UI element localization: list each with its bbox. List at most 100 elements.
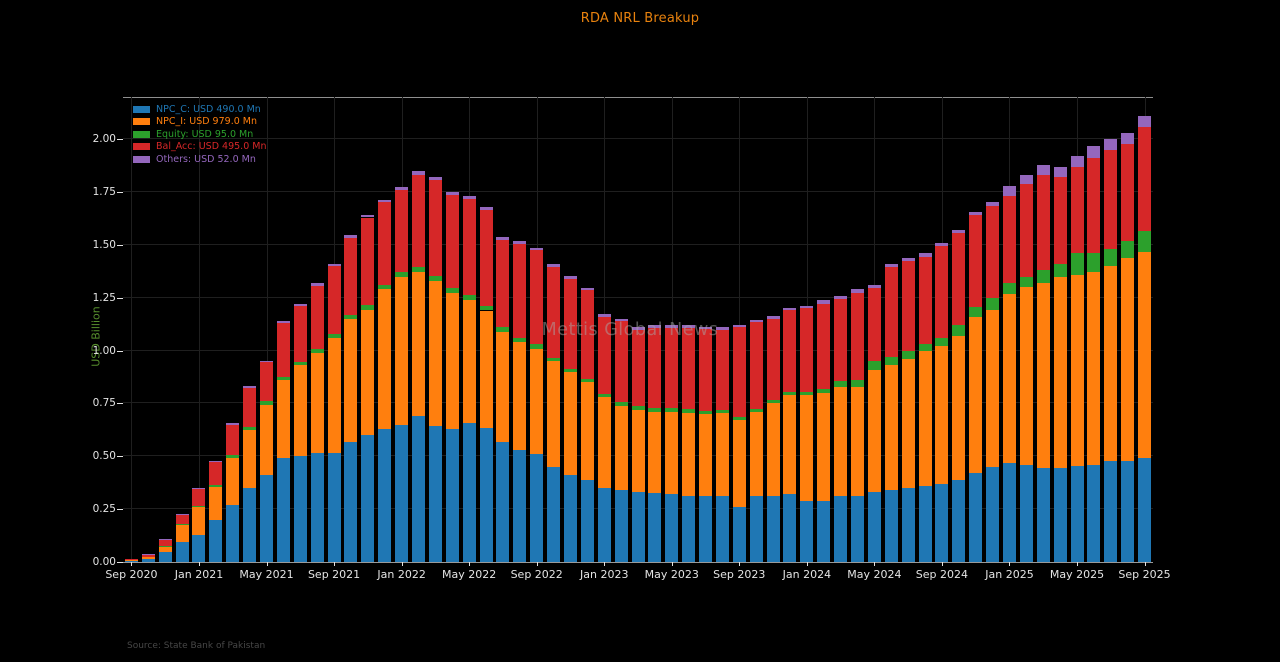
bar-segment-npc_c bbox=[969, 473, 983, 562]
bar-segment-npc_c bbox=[361, 435, 375, 562]
gridline-horizontal bbox=[123, 138, 1153, 140]
bar-segment-npc_c bbox=[327, 453, 341, 562]
watermark: Mettis Global News bbox=[541, 320, 719, 340]
bar-segment-bal_acc bbox=[783, 310, 797, 392]
x-tick-label: Jan 2024 bbox=[782, 568, 832, 581]
bar-segment-npc_c bbox=[395, 424, 409, 562]
bar-segment-npc_i bbox=[766, 403, 780, 497]
bar-segment-npc_i bbox=[614, 405, 628, 491]
y-tick-label: 1.75 bbox=[92, 186, 116, 199]
bar-segment-npc_i bbox=[1070, 274, 1084, 466]
bar-segment-equity bbox=[1036, 270, 1050, 283]
bar-segment-others bbox=[749, 319, 763, 323]
bar-segment-bal_acc bbox=[428, 180, 442, 277]
bar-segment-bal_acc bbox=[817, 303, 831, 390]
bar-segment-bal_acc bbox=[1019, 183, 1033, 277]
bar-segment-equity bbox=[276, 377, 290, 381]
x-tick-mark bbox=[266, 562, 268, 566]
bar-segment-npc_i bbox=[513, 342, 527, 450]
bar-segment-npc_i bbox=[901, 359, 915, 489]
y-tick-mark bbox=[117, 139, 123, 141]
stacked-bar-sep-2021 bbox=[327, 263, 341, 562]
bar-segment-others bbox=[411, 171, 425, 175]
stacked-bar-sep-2020 bbox=[124, 559, 138, 562]
bar-segment-bal_acc bbox=[378, 202, 392, 285]
bar-segment-equity bbox=[226, 455, 240, 459]
y-tick-label: 2.00 bbox=[92, 133, 116, 146]
bar-segment-npc_i bbox=[547, 361, 561, 467]
bar-segment-bal_acc bbox=[1087, 158, 1101, 254]
bar-segment-equity bbox=[1070, 253, 1084, 275]
bar-segment-npc_c bbox=[834, 496, 848, 562]
bar-segment-npc_i bbox=[428, 280, 442, 426]
bar-segment-equity bbox=[378, 284, 392, 290]
stacked-bar-aug-2025 bbox=[1121, 132, 1135, 562]
stacked-bar-nov-2023 bbox=[766, 316, 780, 562]
y-axis-label: USD Billion bbox=[89, 306, 103, 367]
bar-segment-npc_c bbox=[851, 496, 864, 562]
bar-segment-bal_acc bbox=[243, 387, 257, 427]
bar-segment-equity bbox=[411, 266, 425, 273]
gridline-vertical bbox=[266, 97, 268, 562]
x-tick-mark bbox=[1077, 562, 1079, 566]
x-tick-label: May 2021 bbox=[239, 568, 294, 581]
bar-segment-others bbox=[1104, 139, 1118, 150]
stacked-bar-may-2023 bbox=[665, 325, 679, 562]
x-tick-mark bbox=[536, 562, 538, 566]
y-tick-mark bbox=[117, 244, 123, 246]
bar-segment-npc_i bbox=[1121, 257, 1135, 461]
bar-segment-others bbox=[580, 287, 594, 291]
bar-segment-npc_i bbox=[1002, 293, 1016, 463]
bar-segment-npc_i bbox=[209, 486, 223, 520]
bar-segment-npc_i bbox=[952, 335, 966, 480]
bar-segment-equity bbox=[699, 410, 713, 415]
stacked-bar-apr-2023 bbox=[648, 325, 662, 562]
bar-segment-equity bbox=[682, 409, 696, 413]
bar-segment-bal_acc bbox=[749, 322, 763, 409]
bar-segment-npc_c bbox=[293, 456, 307, 562]
bar-segment-others bbox=[884, 264, 898, 268]
bar-segment-npc_c bbox=[884, 490, 898, 562]
legend-item: Others: USD 52.0 Mn bbox=[133, 153, 266, 166]
legend-item: Bal_Acc: USD 495.0 Mn bbox=[133, 141, 266, 154]
bar-segment-others bbox=[952, 230, 966, 234]
bar-segment-bal_acc bbox=[1070, 166, 1084, 254]
x-tick-mark bbox=[334, 562, 336, 566]
bar-segment-equity bbox=[1104, 249, 1118, 267]
stacked-bar-jun-2021 bbox=[276, 321, 290, 562]
bar-segment-others bbox=[276, 321, 290, 324]
bar-segment-npc_i bbox=[1019, 287, 1033, 465]
legend-item: NPC_C: USD 490.0 Mn bbox=[133, 103, 266, 116]
stacked-bar-oct-2021 bbox=[344, 235, 358, 562]
bar-segment-equity bbox=[834, 381, 848, 387]
bar-segment-npc_c bbox=[580, 479, 594, 562]
bar-segment-npc_i bbox=[597, 397, 611, 489]
stacked-bar-jan-2021 bbox=[192, 488, 206, 562]
bar-segment-npc_i bbox=[665, 411, 679, 495]
bar-segment-bal_acc bbox=[1121, 143, 1135, 241]
bar-segment-others bbox=[293, 304, 307, 307]
bar-segment-others bbox=[783, 307, 797, 311]
bar-segment-npc_c bbox=[175, 541, 189, 562]
x-tick-mark bbox=[1144, 562, 1146, 566]
bar-segment-npc_c bbox=[614, 490, 628, 562]
bar-segment-npc_c bbox=[867, 492, 881, 562]
y-tick-label: 0.25 bbox=[92, 503, 116, 516]
stacked-bar-nov-2024 bbox=[969, 212, 983, 562]
bar-segment-npc_i bbox=[580, 382, 594, 480]
x-tick-label: Jan 2025 bbox=[985, 568, 1034, 581]
bar-segment-bal_acc bbox=[226, 424, 240, 456]
bar-segment-others bbox=[901, 257, 915, 261]
bar-segment-others bbox=[479, 206, 493, 210]
bar-segment-npc_c bbox=[496, 441, 510, 562]
stacked-bar-aug-2021 bbox=[310, 283, 324, 562]
bar-segment-others bbox=[547, 264, 561, 268]
bar-segment-others bbox=[192, 488, 206, 490]
x-tick-mark bbox=[604, 562, 606, 566]
legend-swatch bbox=[133, 155, 150, 163]
bar-segment-equity bbox=[530, 344, 544, 349]
bar-segment-others bbox=[1036, 164, 1050, 176]
bar-segment-npc_i bbox=[817, 392, 831, 501]
bar-segment-npc_i bbox=[327, 337, 341, 454]
stacked-bar-jan-2025 bbox=[1002, 185, 1016, 562]
